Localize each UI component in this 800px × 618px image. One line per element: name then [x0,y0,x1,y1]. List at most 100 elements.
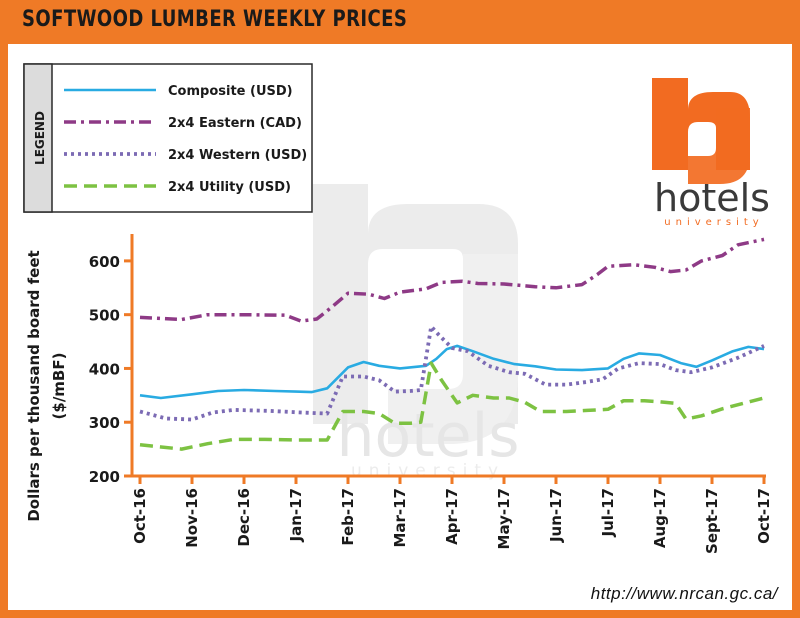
data-point-0-25 [639,353,640,354]
series-0 [139,344,765,400]
data-point-3-19 [524,402,525,403]
data-point-1-24 [670,271,671,272]
data-point-0-3 [217,390,218,391]
data-point-0-6 [295,391,296,392]
y-axis-label: Dollars per thousand board feet [25,250,43,521]
data-point-0-4 [243,389,244,390]
data-point-2-18 [488,365,489,366]
x-tick-label-12: Oct-17 [755,488,773,544]
data-point-2-5 [269,410,270,411]
data-point-3-31 [743,403,744,404]
x-tick-label-0: Oct-16 [131,488,149,544]
legend-label-3: 2x4 Utility (USD) [168,180,291,195]
data-point-1-26 [701,260,702,261]
data-point-3-29 [701,415,702,416]
data-point-1-1 [181,319,182,320]
data-point-1-6 [316,318,317,319]
data-point-3-18 [509,397,510,398]
legend: LEGEND Composite (USD) 2x4 Eastern (CAD) 2x… [23,63,313,213]
data-point-2-13 [420,389,421,390]
data-point-2-0 [139,411,140,412]
data-point-1-12 [425,288,426,289]
data-point-0-7 [311,392,312,393]
data-point-1-18 [555,287,556,288]
data-point-2-22 [566,384,567,385]
data-point-3-17 [493,397,494,398]
data-point-3-15 [457,402,458,403]
data-point-1-4 [285,315,286,316]
x-tick-label-8: Jun-17 [547,488,565,543]
x-tick-label-9: Jul-17 [599,488,617,538]
data-point-3-30 [722,408,723,409]
data-point-3-12 [420,422,421,423]
legend-label-1: 2x4 Eastern (CAD) [168,116,302,131]
data-point-3-22 [587,410,588,411]
watermark-subtitle-text: university [351,461,505,481]
data-point-3-13 [431,363,432,364]
data-point-3-28 [685,418,686,419]
legend-label-0: Composite (USD) [168,84,293,99]
data-point-3-32 [763,397,764,398]
y-tick-label-400: 400 [89,360,120,378]
data-point-2-15 [438,335,439,336]
data-point-0-15 [446,349,447,350]
data-point-1-9 [368,294,369,295]
data-point-0-21 [555,369,556,370]
x-tick-label-10: Aug-17 [651,488,669,548]
data-point-3-2 [207,443,208,444]
data-point-1-27 [722,255,723,256]
series-line-1 [139,237,765,323]
x-tick-label-11: Sept-17 [703,488,721,554]
data-point-0-17 [472,351,473,352]
data-point-0-30 [732,351,733,352]
data-point-0-19 [514,364,515,365]
data-point-2-16 [451,347,452,348]
legend-label-2: 2x4 Western (USD) [168,148,307,163]
logo-u-shape [688,108,750,184]
data-point-0-24 [623,358,624,359]
data-point-3-26 [659,401,660,402]
data-point-2-32 [763,345,764,346]
data-point-2-24 [602,379,603,380]
y-tick-label-200: 200 [89,468,120,486]
data-point-1-23 [654,267,655,268]
data-point-2-17 [467,351,468,352]
data-point-3-0 [139,444,140,445]
data-point-2-29 [691,372,692,373]
data-point-0-0 [139,395,140,396]
data-point-3-6 [327,439,328,440]
series-1 [139,237,765,323]
data-point-1-13 [441,282,442,283]
data-point-1-14 [462,281,463,282]
data-point-2-21 [545,384,546,385]
data-point-1-16 [503,283,504,284]
logo-subtitle-text: university [664,217,763,228]
series-3 [139,361,765,451]
data-point-0-8 [327,388,328,389]
data-point-1-7 [332,306,333,307]
series-line-3 [139,361,765,451]
data-point-3-1 [181,449,182,450]
y-tick-label-600: 600 [89,253,120,271]
data-point-0-26 [659,354,660,355]
y-axis-unit-label: ($/mBF) [50,353,68,420]
data-point-2-28 [675,370,676,371]
data-point-1-25 [685,269,686,270]
data-point-2-19 [509,372,510,373]
data-point-2-27 [659,364,660,365]
data-point-0-27 [680,363,681,364]
data-point-3-9 [379,413,380,414]
data-point-2-3 [212,412,213,413]
data-point-2-12 [410,390,411,391]
data-point-2-23 [587,381,588,382]
data-point-3-10 [394,423,395,424]
data-point-2-1 [165,418,166,419]
data-point-1-2 [207,314,208,315]
x-tick-label-6: Apr-17 [443,488,461,545]
data-point-0-9 [347,367,348,368]
data-point-2-8 [342,376,343,377]
series-line-2 [139,324,765,422]
data-point-0-5 [275,390,276,391]
data-point-3-8 [363,411,364,412]
